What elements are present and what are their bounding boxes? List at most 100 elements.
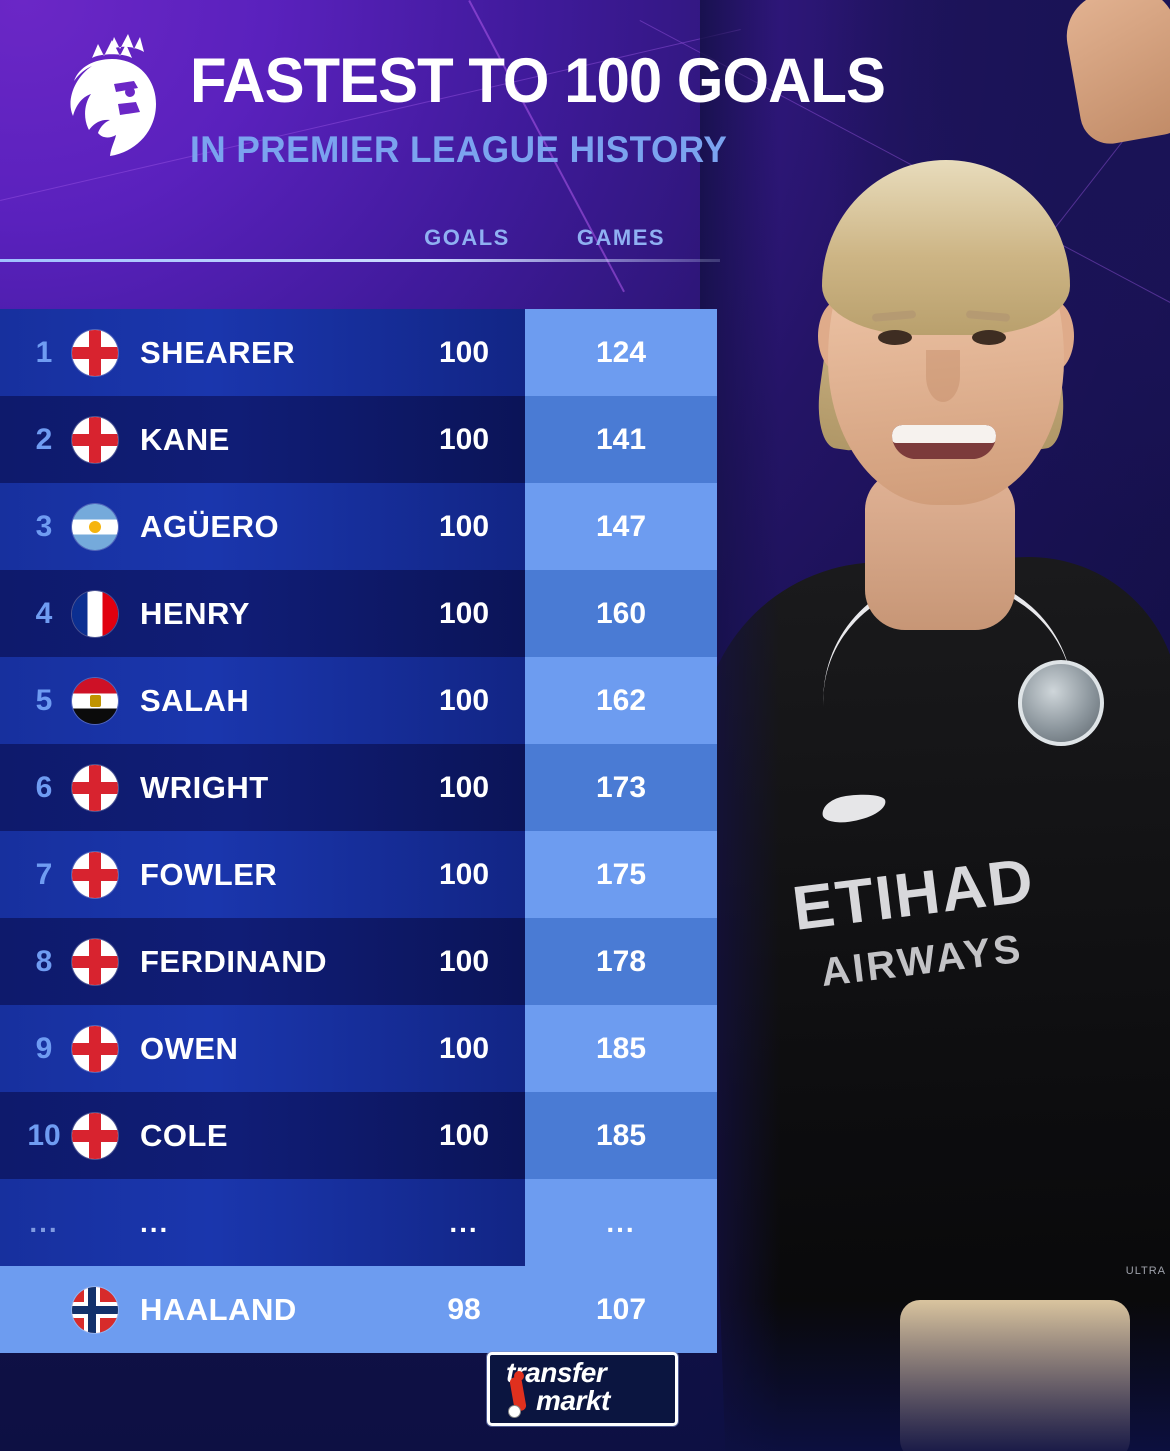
flag-icon-england [72,852,118,898]
goals-value: 100 [438,596,490,630]
table-row[interactable]: 5 SALAH 100 162 [0,657,720,744]
mouth [892,425,996,459]
header: FASTEST TO 100 GOALS IN PREMIER LEAGUE H… [0,0,886,215]
player-name: SHEARER [140,334,296,370]
games-value: 147 [525,483,717,570]
transfermarkt-logo: transfer markt [487,1352,678,1426]
flag-icon-england [72,330,118,376]
row-left-section: 4 HENRY 100 [0,570,525,657]
goals-value: 100 [438,770,490,804]
rank-number: 1 [35,335,53,369]
player-name: HAALAND [140,1291,297,1327]
row-left-section: 6 WRIGHT 100 [0,744,525,831]
player-name: WRIGHT [140,769,269,805]
row-left-section: 7 FOWLER 100 [0,831,525,918]
ranking-table: GOALS GAMES 1 SHEARER 100 124 2 KANE 100 141 3 AG… [0,215,720,1353]
table-column-headers: GOALS GAMES [0,215,720,262]
row-left-section: HAALAND 98 [0,1266,525,1353]
games-value: 124 [525,309,717,396]
flag-icon-england [72,1026,118,1072]
games-value: 107 [525,1266,717,1353]
football-icon [508,1405,521,1418]
rank-number: 10 [27,1118,61,1152]
games-value: 175 [525,831,717,918]
goals-value: 100 [438,335,490,369]
rank-number: 7 [35,857,53,891]
row-left-section: 3 AGÜERO 100 [0,483,525,570]
photo-bottom-fade [700,1301,1170,1451]
player-name: HENRY [140,595,250,631]
games-value: 162 [525,657,717,744]
hair [822,160,1070,335]
table-row[interactable]: 10 COLE 100 185 [0,1092,720,1179]
eye [878,330,912,345]
nose [926,350,960,402]
row-left-section: 9 OWEN 100 [0,1005,525,1092]
flag-icon-england [72,417,118,463]
table-row[interactable]: ............ [0,1179,720,1266]
player-name: AGÜERO [140,508,280,544]
flag-icon-england [72,765,118,811]
rank-number [18,1266,70,1353]
haaland-photo: ETIHAD AIRWAYS ULTRA [700,0,1170,1451]
player-name: OWEN [140,1030,239,1066]
games-value: ... [525,1179,717,1266]
flag-icon-france [72,591,118,637]
rank-number: 4 [35,596,53,630]
player-name: COLE [140,1117,229,1153]
table-row[interactable]: 6 WRIGHT 100 173 [0,744,720,831]
rank-number: 9 [35,1031,53,1065]
transfermarkt-line2: markt [536,1385,610,1416]
goals-value: 100 [438,1118,490,1152]
table-row[interactable]: 1 SHEARER 100 124 [0,309,720,396]
rank-number: 5 [35,683,53,717]
flag-icon-england [72,939,118,985]
games-value: 141 [525,396,717,483]
rank-number: 3 [35,509,53,543]
goals-value: 100 [438,422,490,456]
eye [972,330,1006,345]
goals-value: 100 [438,509,490,543]
table-row[interactable]: 4 HENRY 100 160 [0,570,720,657]
row-left-section: 8 FERDINAND 100 [0,918,525,1005]
games-value: 173 [525,744,717,831]
rank-number: 6 [35,770,53,804]
table-row[interactable]: 7 FOWLER 100 175 [0,831,720,918]
goals-value: 100 [438,683,490,717]
goals-value: 100 [438,857,490,891]
page-title: FASTEST TO 100 GOALS [190,46,886,116]
flag-icon-norway [72,1287,118,1333]
goals-value: 98 [447,1292,481,1326]
player-name: FERDINAND [140,943,328,979]
player-name: KANE [140,421,230,457]
flag-icon-egypt [72,678,118,724]
player-name: FOWLER [140,856,278,892]
rank-number: 2 [35,422,53,456]
rank-number: ... [29,1206,59,1238]
row-left-section: 5 SALAH 100 [0,657,525,744]
row-left-section: ......... [0,1179,525,1266]
goals-value: ... [449,1206,479,1238]
player-name: ... [140,1206,170,1238]
goals-value: 100 [438,944,490,978]
row-left-section: 10 COLE 100 [0,1092,525,1179]
table-row[interactable]: 9 OWEN 100 185 [0,1005,720,1092]
column-header-games: GAMES [576,225,666,250]
page-subtitle: IN PREMIER LEAGUE HISTORY [190,129,728,170]
premier-league-lion-icon [52,32,172,160]
teeth [892,425,996,443]
goals-value: 100 [438,1031,490,1065]
flag-icon-england [72,1113,118,1159]
games-value: 185 [525,1005,717,1092]
raised-fist [1059,0,1170,149]
table-row[interactable]: 3 AGÜERO 100 147 [0,483,720,570]
row-left-section: 1 SHEARER 100 [0,309,525,396]
table-row[interactable]: HAALAND 98 107 [0,1266,720,1353]
table-body: 1 SHEARER 100 124 2 KANE 100 141 3 AGÜERO 100 147 4 H… [0,309,720,1353]
flag-icon-argentina [72,504,118,550]
table-top-divider [0,259,720,262]
table-row[interactable]: 8 FERDINAND 100 178 [0,918,720,1005]
kit-tag-text: ULTRA [1125,1265,1166,1277]
table-row[interactable]: 2 KANE 100 141 [0,396,720,483]
